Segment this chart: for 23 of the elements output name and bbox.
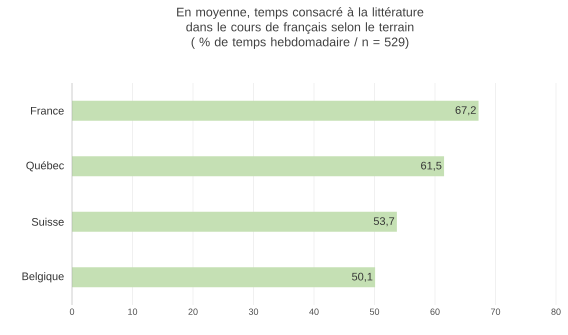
x-tick-label: 10 (128, 308, 138, 315)
y-tick-label: Suisse (32, 218, 64, 226)
bar (72, 100, 479, 121)
chart-subtitle: ( % de temps hebdomadaire / n = 529) (192, 37, 408, 49)
y-tick-label: Québec (26, 161, 64, 172)
data-label: 61,5 (421, 162, 442, 171)
bar (72, 212, 397, 232)
y-tick-label: Belgique (22, 272, 64, 282)
x-tick-label: 0 (70, 308, 74, 315)
x-tick-label: 40 (309, 308, 319, 315)
data-label: 53,7 (374, 217, 394, 226)
chart-title: En moyenne, temps consacré à la littérature dans le cours de français selon le terrain (177, 7, 424, 34)
x-tick-label: 80 (551, 308, 561, 315)
x-tick-label: 70 (490, 308, 500, 315)
x-tick-label: 20 (188, 308, 198, 315)
bar (72, 267, 376, 288)
bar (72, 156, 444, 176)
data-label: 67,2 (456, 106, 476, 116)
x-tick-label: 60 (430, 308, 440, 315)
y-tick-label: France (31, 106, 64, 115)
x-tick-label: 30 (248, 308, 258, 315)
x-tick-label: 50 (370, 308, 380, 315)
data-label: 50,1 (352, 272, 372, 282)
